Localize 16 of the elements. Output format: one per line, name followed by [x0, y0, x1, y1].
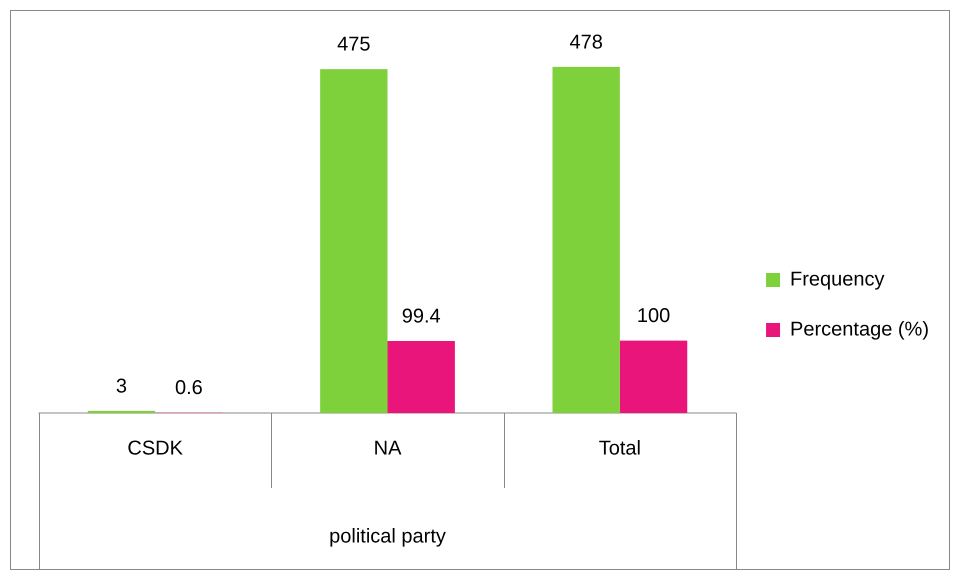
x-tick-label: CSDK: [127, 438, 184, 460]
x-tick-label: NA: [374, 438, 402, 460]
bar: [552, 66, 620, 413]
data-label: 3: [116, 375, 128, 398]
data-label: 478: [569, 31, 603, 54]
data-label: 100: [636, 305, 670, 328]
bar: [388, 341, 455, 413]
x-tick-label: Total: [598, 438, 641, 460]
bar: [620, 340, 688, 413]
legend-label: Percentage (%): [790, 318, 930, 341]
data-label: 475: [337, 34, 371, 56]
data-label: 99.4: [402, 306, 441, 328]
legend-label: Frequency: [790, 268, 885, 291]
bar: [320, 69, 388, 413]
data-label: 0.6: [174, 377, 203, 400]
x-axis-title: political party: [329, 526, 446, 548]
